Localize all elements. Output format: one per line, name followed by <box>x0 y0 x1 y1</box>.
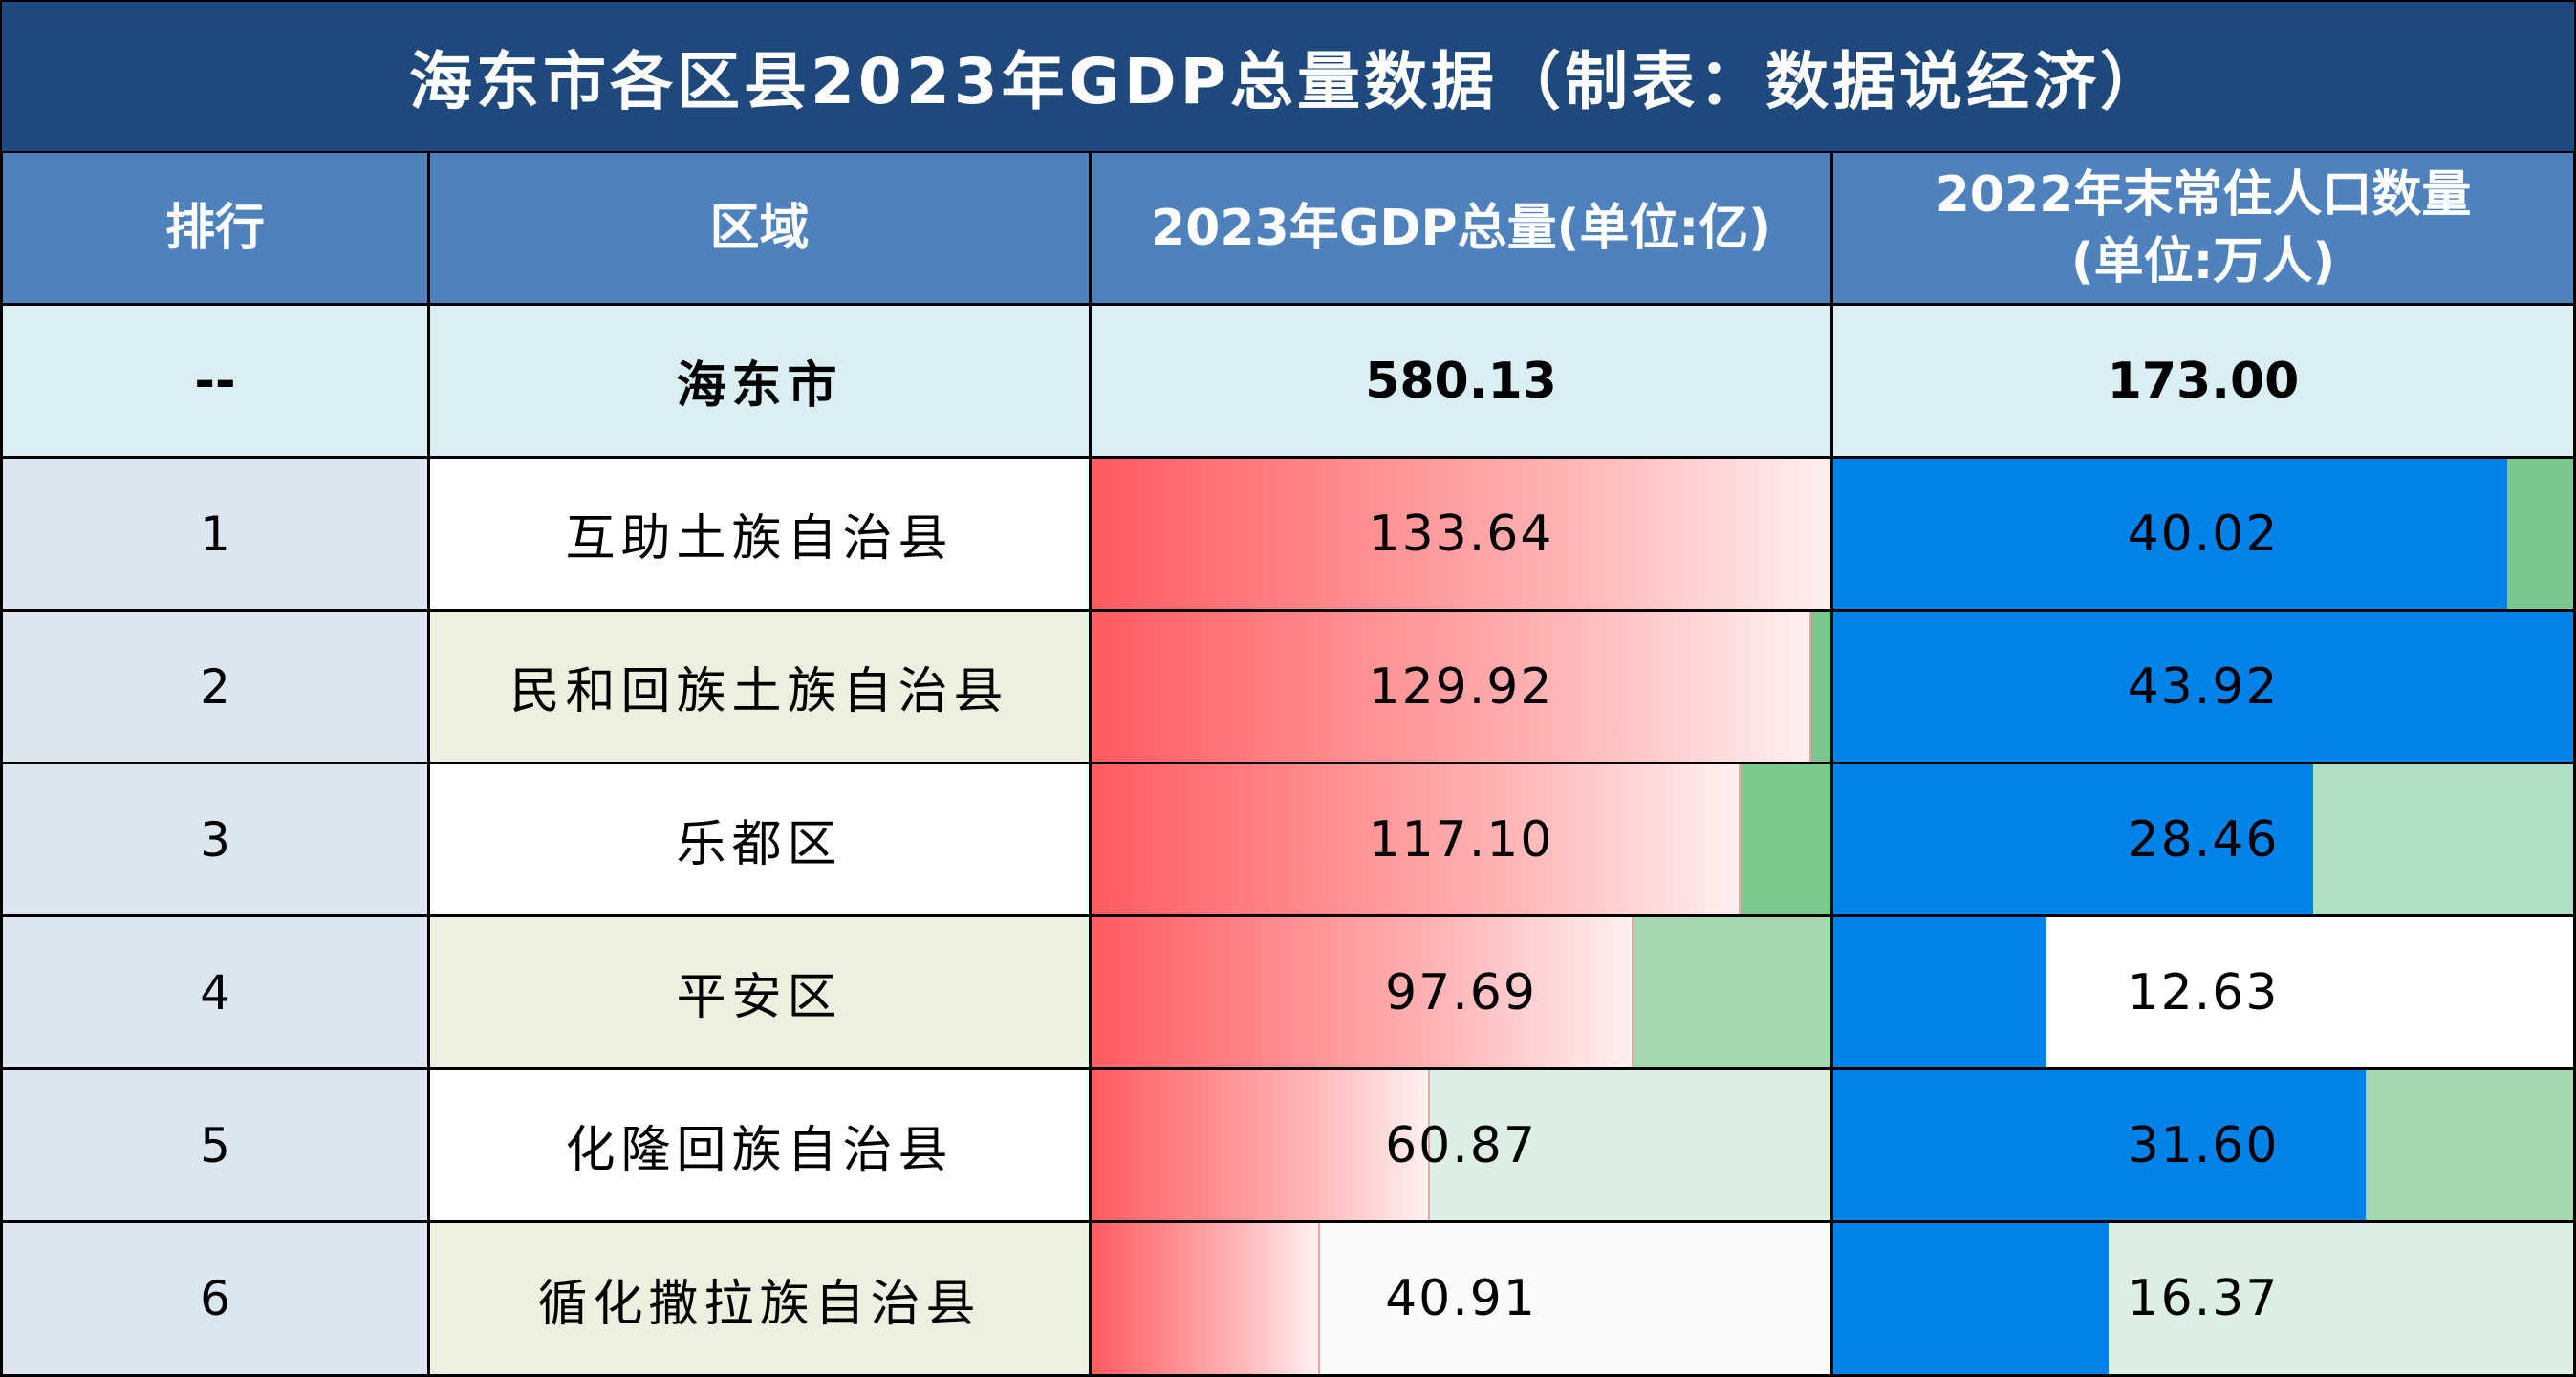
gdp-value: 60.87 <box>1385 1116 1537 1174</box>
header-population-line2: (单位:万人) <box>2070 232 2336 290</box>
row-region: 循化撒拉族自治县 <box>430 1223 1092 1377</box>
gdp-bar-remainder <box>1739 764 1830 914</box>
population-bar <box>1833 459 2507 609</box>
gdp-bar <box>1092 1070 1430 1220</box>
gdp-bar-cell: 40.91 <box>1092 1223 1833 1377</box>
population-value: 31.60 <box>2127 1116 2280 1174</box>
population-bar-cell: 12.63 <box>1833 917 2576 1070</box>
population-bar <box>1833 612 2573 762</box>
population-bar-cell: 28.46 <box>1833 764 2576 917</box>
population-bar-remainder <box>2046 917 2573 1067</box>
total-population: 173.00 <box>1833 306 2576 459</box>
total-rank: -- <box>0 306 430 459</box>
population-value: 28.46 <box>2127 810 2280 869</box>
gdp-bar <box>1092 459 1830 609</box>
header-gdp: 2023年GDP总量(单位:亿) <box>1092 153 1833 306</box>
population-bar-cell: 31.60 <box>1833 1070 2576 1223</box>
population-bar-remainder <box>2313 764 2573 914</box>
population-bar-remainder <box>2366 1070 2573 1220</box>
row-rank: 1 <box>0 459 430 612</box>
population-bar <box>1833 1070 2366 1220</box>
header-region: 区域 <box>430 153 1092 306</box>
gdp-bar-remainder <box>1318 1223 1830 1374</box>
gdp-bar <box>1092 1223 1320 1374</box>
gdp-bar-remainder <box>1809 612 1830 762</box>
gdp-bar-cell: 133.64 <box>1092 459 1833 612</box>
row-rank: 6 <box>0 1223 430 1377</box>
header-population-line1: 2022年末常住人口数量 <box>1935 165 2472 224</box>
header-rank: 排行 <box>0 153 430 306</box>
population-bar <box>1833 1223 2109 1374</box>
gdp-bar-remainder <box>1632 917 1830 1067</box>
gdp-bar <box>1092 612 1811 762</box>
row-rank: 3 <box>0 764 430 917</box>
row-rank: 5 <box>0 1070 430 1223</box>
gdp-value: 97.69 <box>1385 963 1537 1022</box>
gdp-bar <box>1092 764 1741 914</box>
gdp-bar-cell: 60.87 <box>1092 1070 1833 1223</box>
row-region: 化隆回族自治县 <box>430 1070 1092 1223</box>
row-region: 平安区 <box>430 917 1092 1070</box>
population-value: 43.92 <box>2127 657 2280 716</box>
row-rank: 2 <box>0 612 430 764</box>
gdp-bar-remainder <box>1428 1070 1830 1220</box>
population-bar-cell: 40.02 <box>1833 459 2576 612</box>
population-value: 40.02 <box>2127 505 2280 563</box>
gdp-bar <box>1092 917 1634 1067</box>
gdp-bar-cell: 117.10 <box>1092 764 1833 917</box>
population-bar-cell: 43.92 <box>1833 612 2576 764</box>
population-value: 16.37 <box>2127 1270 2280 1327</box>
gdp-value: 129.92 <box>1368 657 1554 716</box>
table-title: 海东市各区县2023年GDP总量数据（制表：数据说经济） <box>0 0 2576 153</box>
row-rank: 4 <box>0 917 430 1070</box>
row-region: 互助土族自治县 <box>430 459 1092 612</box>
total-gdp: 580.13 <box>1092 306 1833 459</box>
population-bar-cell: 16.37 <box>1833 1223 2576 1377</box>
population-bar <box>1833 917 2046 1067</box>
population-bar-remainder <box>2507 459 2573 609</box>
gdp-value: 117.10 <box>1368 810 1554 869</box>
population-value: 12.63 <box>2127 963 2280 1022</box>
gdp-bar-cell: 97.69 <box>1092 917 1833 1070</box>
gdp-value: 133.64 <box>1368 505 1554 563</box>
total-region: 海东市 <box>430 306 1092 459</box>
gdp-bar-cell: 129.92 <box>1092 612 1833 764</box>
header-population: 2022年末常住人口数量 (单位:万人) <box>1833 153 2576 306</box>
row-region: 乐都区 <box>430 764 1092 917</box>
gdp-value: 40.91 <box>1385 1270 1537 1327</box>
population-bar-remainder <box>2109 1223 2573 1374</box>
row-region: 民和回族土族自治县 <box>430 612 1092 764</box>
population-bar <box>1833 764 2313 914</box>
